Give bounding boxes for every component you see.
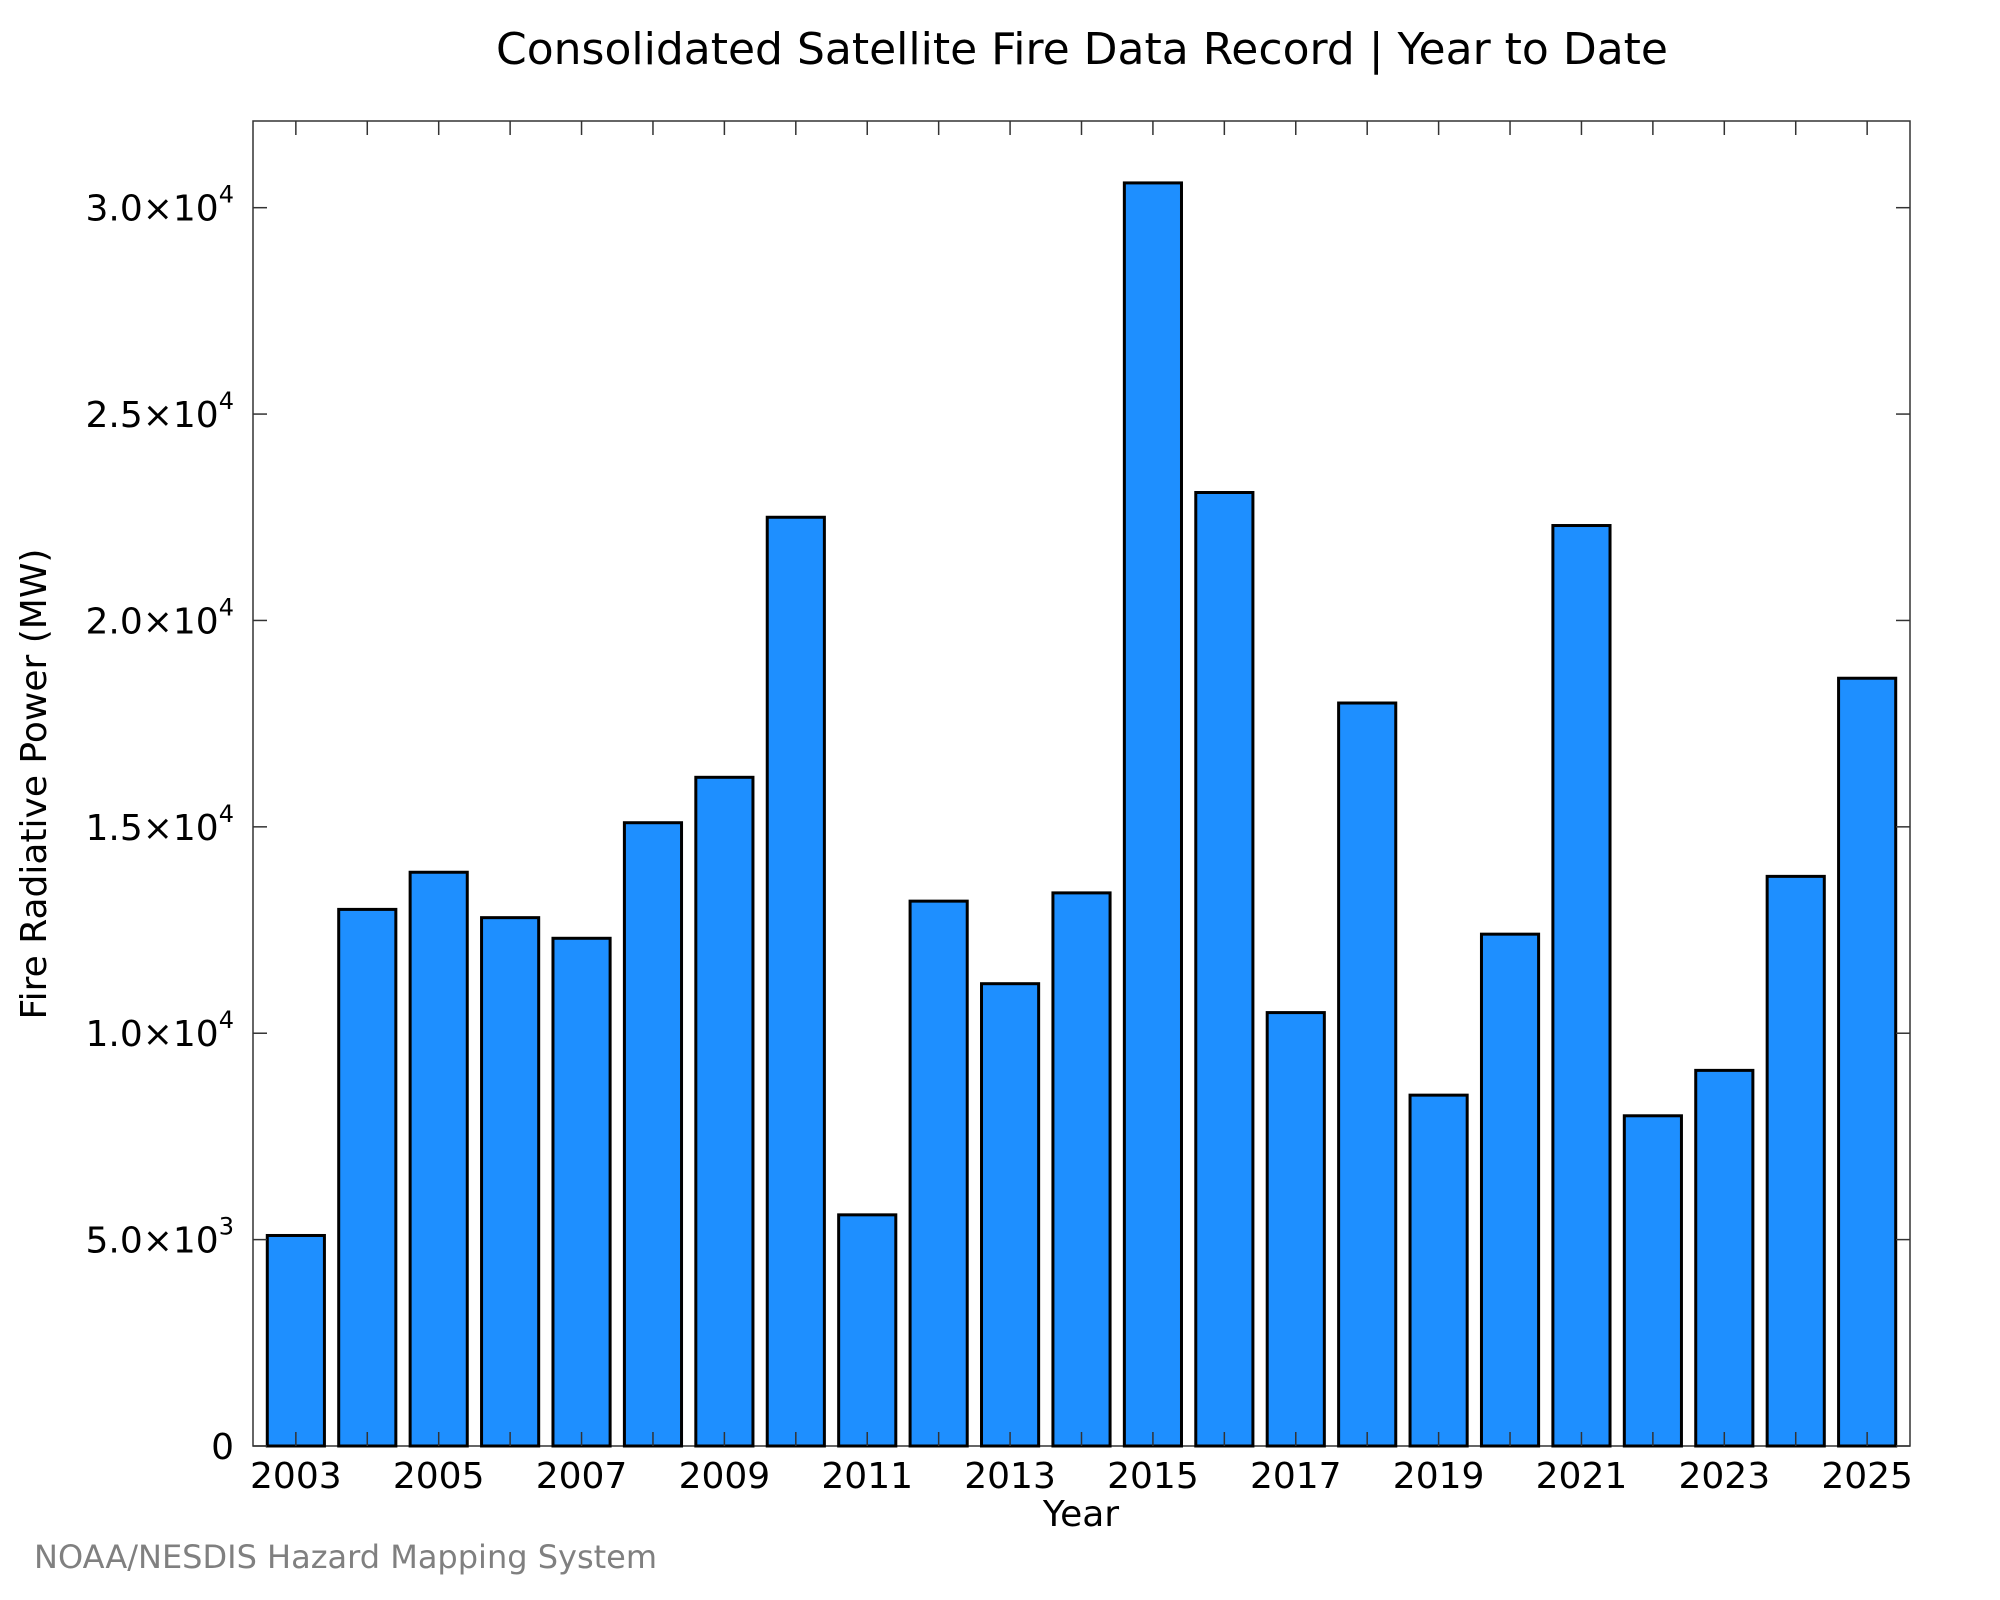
- bar-2015: [1122, 181, 1183, 1448]
- x-tick-label: 2009: [679, 1456, 771, 1497]
- x-tick-label: 2017: [1250, 1456, 1342, 1497]
- x-tick-label: 2005: [393, 1456, 485, 1497]
- x-tick-label: 2013: [964, 1456, 1056, 1497]
- bar-2012: [908, 899, 969, 1448]
- bar-2008: [622, 821, 684, 1448]
- bar-2009: [694, 775, 755, 1448]
- y-tick-label: 0: [211, 1427, 234, 1468]
- x-tick-label: 2007: [536, 1456, 628, 1497]
- x-axis: 2003 2005 2007 2009 2011 2013 2015 2017 2019 2021…: [250, 121, 1913, 1497]
- bar-2013: [980, 982, 1041, 1448]
- y-tick-label: 2.0×104: [85, 593, 234, 642]
- bar-2005: [408, 870, 469, 1448]
- bar-2018: [1337, 701, 1398, 1448]
- x-tick-label: 2023: [1678, 1456, 1770, 1497]
- chart-title: Consolidated Satellite Fire Data Record …: [496, 24, 1668, 75]
- x-tick-label: 2021: [1536, 1456, 1628, 1497]
- x-tick-label: 2003: [250, 1456, 342, 1497]
- x-axis-title: Year: [1042, 1494, 1119, 1535]
- bar-2021: [1551, 524, 1612, 1448]
- bar-2019: [1408, 1093, 1469, 1448]
- y-axis-title: Fire Radiative Power (MW): [14, 549, 55, 1020]
- bar-2003: [265, 1233, 326, 1448]
- x-tick-label: 2011: [821, 1456, 913, 1497]
- bar-2014: [1051, 891, 1112, 1448]
- bar-2017: [1265, 1011, 1326, 1448]
- bar-2011: [837, 1213, 898, 1448]
- y-tick-label: 1.0×104: [85, 1006, 234, 1055]
- bar-2016: [1194, 490, 1255, 1448]
- bar-2004: [337, 907, 398, 1448]
- source-credit: NOAA/NESDIS Hazard Mapping System: [34, 1538, 657, 1576]
- bar-2010: [765, 515, 826, 1448]
- y-tick-label: 2.5×104: [85, 387, 234, 436]
- bar-2023: [1694, 1068, 1755, 1448]
- y-axis: 0 5.0×103 1.0×104 1.5×104 2.0×104 2.5×104 3.0×…: [85, 181, 1910, 1468]
- bar-2025: [1837, 676, 1898, 1448]
- x-tick-label: 2025: [1821, 1456, 1913, 1497]
- bar-2022: [1622, 1114, 1683, 1448]
- y-tick-label: 3.0×104: [85, 181, 234, 230]
- bar-2007: [551, 936, 612, 1448]
- bars: [265, 181, 1898, 1448]
- y-tick-label: 1.5×104: [85, 800, 234, 849]
- y-tick-label: 5.0×103: [85, 1213, 234, 1262]
- x-tick-label: 2019: [1393, 1456, 1485, 1497]
- bar-2006: [480, 916, 541, 1448]
- x-tick-label: 2015: [1107, 1456, 1199, 1497]
- bar-2024: [1765, 874, 1826, 1448]
- bar-2020: [1479, 932, 1541, 1448]
